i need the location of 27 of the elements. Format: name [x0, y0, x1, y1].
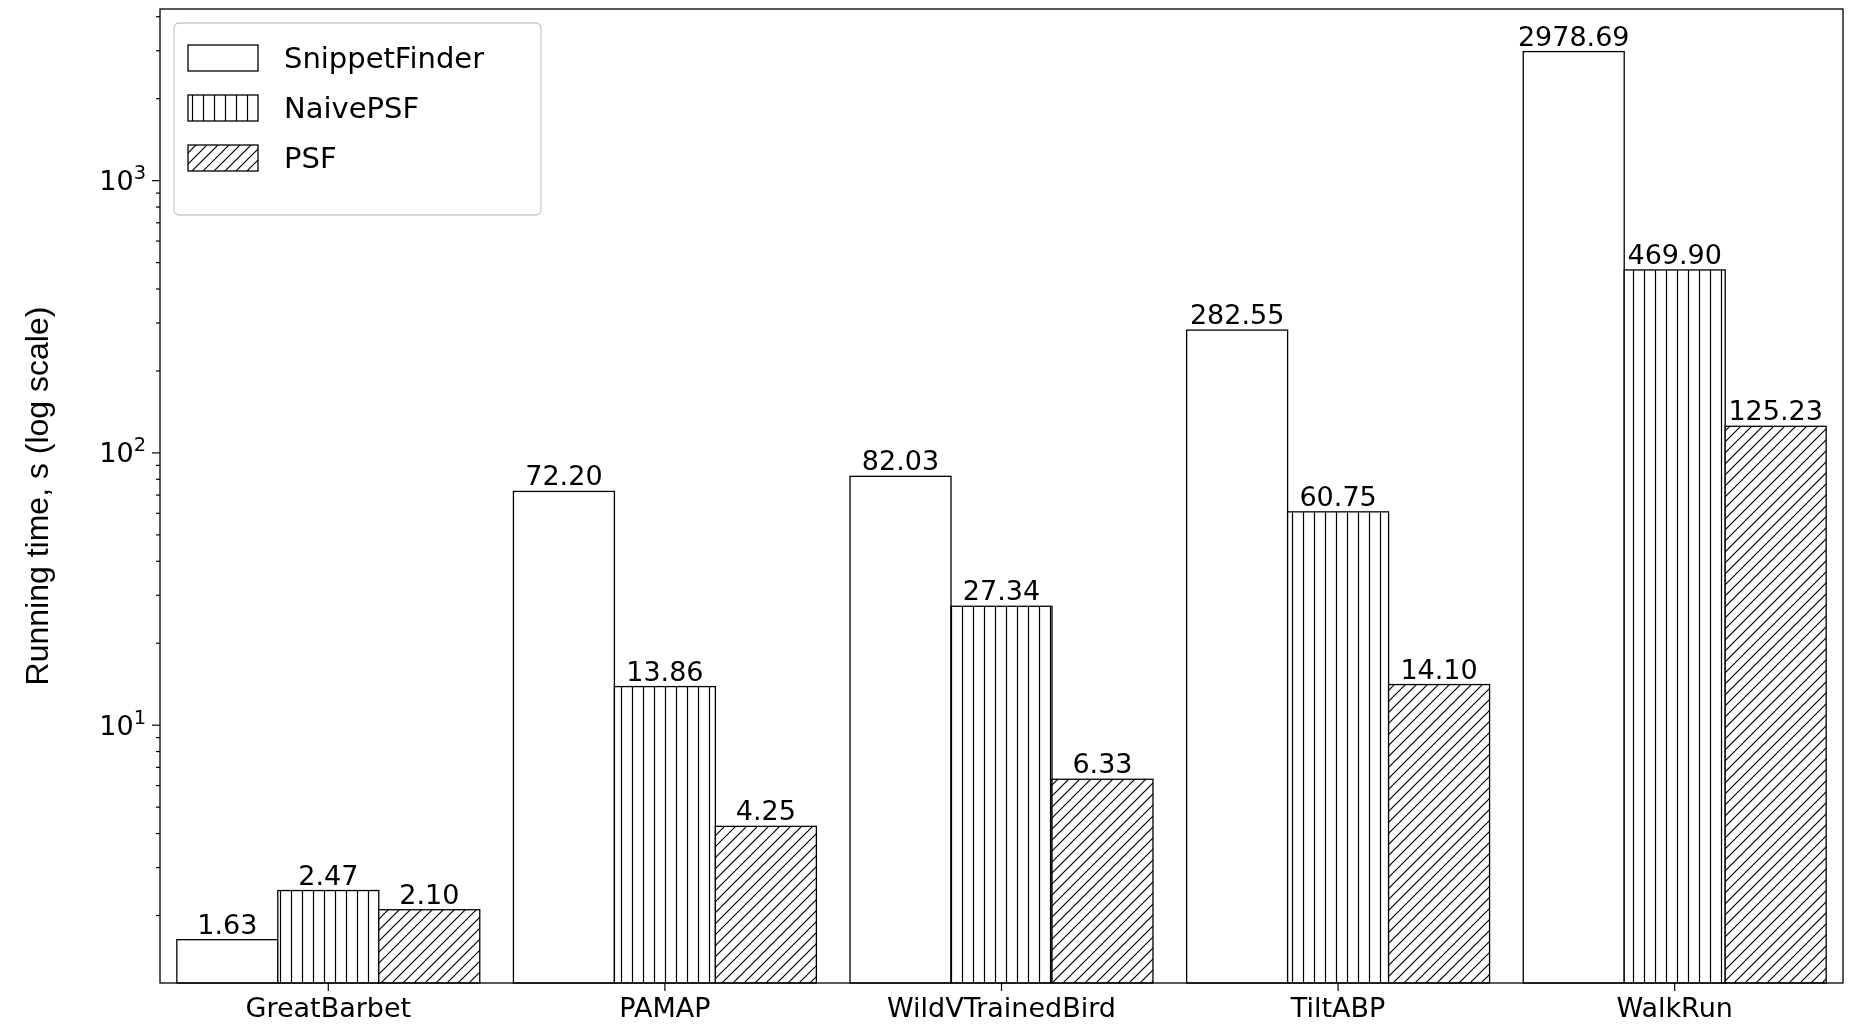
legend-label: NaivePSF: [284, 91, 420, 126]
x-tick-label: WildVTrainedBird: [886, 992, 1117, 1023]
y-axis-title: Running time, s (log scale): [19, 306, 55, 686]
data-label: 27.34: [962, 575, 1041, 607]
data-label: 2.47: [298, 859, 359, 891]
data-label: 82.03: [861, 445, 940, 477]
data-label: 2978.69: [1517, 20, 1630, 52]
legend-label: PSF: [284, 141, 337, 176]
y-tick-label: 10$^{1}$: [99, 705, 146, 741]
data-label: 60.75: [1299, 480, 1377, 512]
x-tick-label: TiltABP: [1289, 992, 1386, 1023]
data-label: 6.33: [1072, 748, 1133, 780]
data-label: 1.63: [197, 908, 258, 940]
data-label: 125.23: [1728, 395, 1823, 427]
legend-label: SnippetFinder: [284, 41, 485, 76]
data-label: 13.86: [626, 655, 704, 687]
y-tick-label: 10$^{3}$: [99, 160, 146, 197]
data-label: 2.10: [399, 878, 460, 910]
x-tick-label: WalkRun: [1616, 992, 1733, 1023]
data-label: 4.25: [735, 795, 796, 827]
x-tick-label: PAMAP: [619, 992, 711, 1023]
data-label: 282.55: [1189, 299, 1285, 331]
data-label: 72.20: [525, 460, 603, 492]
data-label: 469.90: [1627, 238, 1722, 270]
data-label: 14.10: [1400, 653, 1478, 685]
y-tick-label: 10$^{2}$: [99, 432, 146, 469]
x-tick-label: GreatBarbet: [245, 992, 412, 1023]
